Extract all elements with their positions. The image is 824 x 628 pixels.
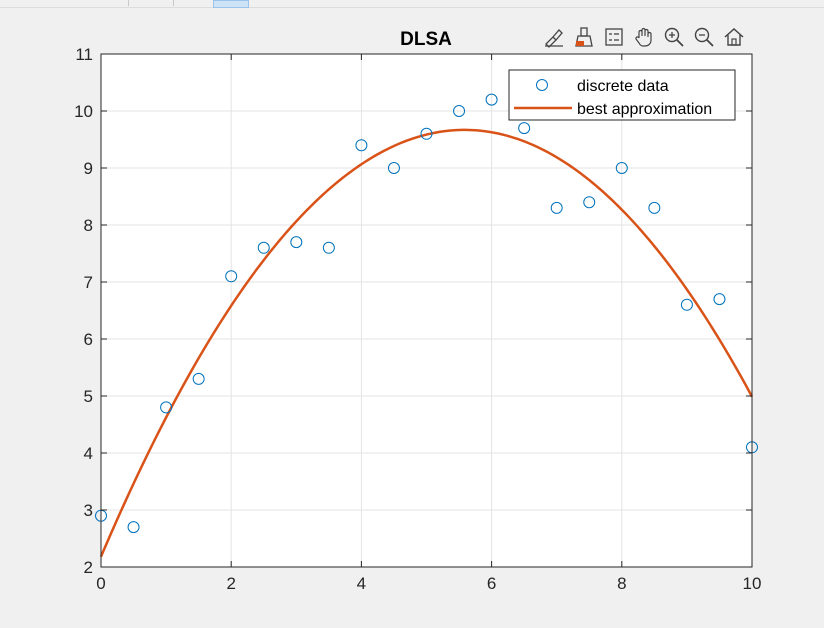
window-top-strip <box>0 0 824 8</box>
chart-title: DLSA <box>400 29 452 50</box>
y-tick-label: 10 <box>74 102 93 121</box>
x-tick-label: 8 <box>617 574 626 593</box>
top-tab[interactable] <box>0 0 129 6</box>
data-brush-icon[interactable] <box>570 23 598 51</box>
y-tick-label: 6 <box>84 330 93 349</box>
axes-background <box>101 54 752 567</box>
data-point-discrete-data <box>257 241 270 254</box>
series-marker-layer <box>95 93 758 534</box>
data-point-discrete-data <box>355 139 368 152</box>
x-tick-label: 2 <box>226 574 235 593</box>
data-point-discrete-data <box>160 401 173 414</box>
home-icon[interactable] <box>720 23 748 51</box>
legend-marker-discrete-data <box>536 79 548 91</box>
zoom-out-icon[interactable] <box>690 23 718 51</box>
x-tick-label: 0 <box>96 574 105 593</box>
data-point-discrete-data <box>387 162 400 174</box>
data-point-discrete-data <box>453 105 466 117</box>
x-tick-label: 10 <box>743 574 762 593</box>
legend-label-best-approximation: best approximation <box>577 101 712 118</box>
data-point-discrete-data <box>225 270 238 283</box>
data-point-discrete-data <box>485 93 498 106</box>
data-point-discrete-data <box>290 236 303 249</box>
data-point-discrete-data <box>127 521 140 534</box>
data-point-discrete-data <box>192 372 205 385</box>
brush-edit-icon[interactable] <box>540 23 568 51</box>
top-tab[interactable] <box>129 0 174 6</box>
data-point-discrete-data <box>615 162 628 174</box>
data-point-discrete-data <box>420 127 433 140</box>
legend-toggle-icon[interactable] <box>600 23 628 51</box>
y-tick-label: 3 <box>84 501 93 520</box>
data-point-discrete-data <box>322 241 335 254</box>
legend-label-discrete-data: discrete data <box>577 78 669 95</box>
legend[interactable]: discrete data best approximation <box>508 69 736 121</box>
y-tick-label: 9 <box>84 159 93 178</box>
x-tick-label: 6 <box>487 574 496 593</box>
data-point-discrete-data <box>713 293 726 306</box>
data-point-discrete-data <box>550 201 563 214</box>
y-tick-label: 2 <box>84 558 93 577</box>
series-line-layer <box>99 128 754 558</box>
axes-toolbar <box>540 22 748 52</box>
data-point-discrete-data <box>518 122 531 135</box>
y-tick-label: 8 <box>84 216 93 235</box>
y-tick-label: 7 <box>84 273 93 292</box>
y-tick-label: 5 <box>84 387 93 406</box>
data-point-discrete-data <box>648 201 661 214</box>
y-tick-label: 4 <box>84 444 93 463</box>
zoom-in-icon[interactable] <box>660 23 688 51</box>
y-tick-label: 11 <box>75 45 93 64</box>
top-tab-active[interactable] <box>213 0 249 8</box>
pan-icon[interactable] <box>630 23 658 51</box>
x-tick-label: 4 <box>357 574 366 593</box>
data-point-discrete-data <box>680 298 693 311</box>
axes-box <box>100 53 753 568</box>
series-line-best-approximation <box>99 128 754 558</box>
legend-box <box>508 69 736 121</box>
data-point-discrete-data <box>583 196 596 209</box>
